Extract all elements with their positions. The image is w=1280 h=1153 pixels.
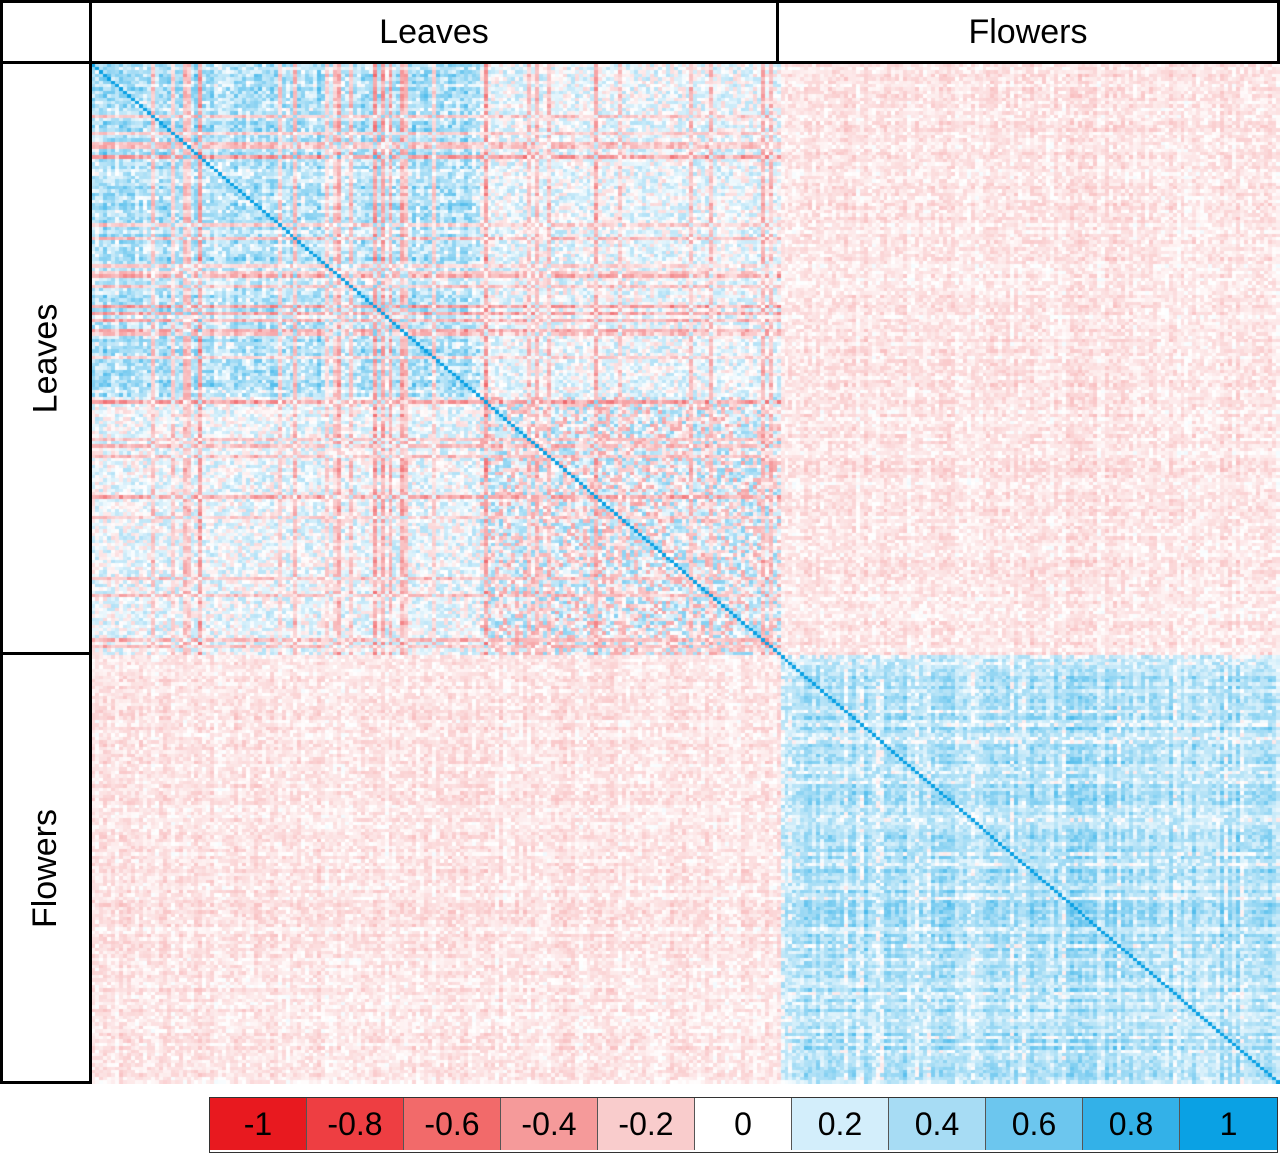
legend-cell: 1: [1180, 1098, 1277, 1150]
corner-cell: [0, 0, 92, 64]
legend-cell: 0.2: [792, 1098, 889, 1150]
column-group-flowers-label: Flowers: [968, 12, 1088, 51]
row-group-flowers-label: Flowers: [26, 808, 65, 928]
column-group-flowers: Flowers: [776, 0, 1280, 64]
legend-cell: -1: [210, 1098, 307, 1150]
legend-cell: 0.6: [986, 1098, 1083, 1150]
legend-cell: 0.8: [1083, 1098, 1180, 1150]
legend-cell: 0.4: [889, 1098, 986, 1150]
column-group-leaves-label: Leaves: [379, 12, 489, 51]
column-group-leaves: Leaves: [89, 0, 779, 64]
legend-cell: -0.8: [307, 1098, 404, 1150]
row-group-flowers: Flowers: [0, 652, 92, 1084]
heatmap-matrix: [92, 64, 1280, 1084]
row-group-leaves: Leaves: [0, 61, 92, 655]
legend-cell: -0.4: [501, 1098, 598, 1150]
legend-cell: -0.6: [404, 1098, 501, 1150]
legend-cell: 0: [695, 1098, 792, 1150]
color-legend: -1 -0.8 -0.6 -0.4 -0.2 0 0.2 0.4 0.6 0.8 1: [209, 1097, 1278, 1153]
row-group-leaves-label: Leaves: [26, 303, 65, 413]
legend-cell: -0.2: [598, 1098, 695, 1150]
